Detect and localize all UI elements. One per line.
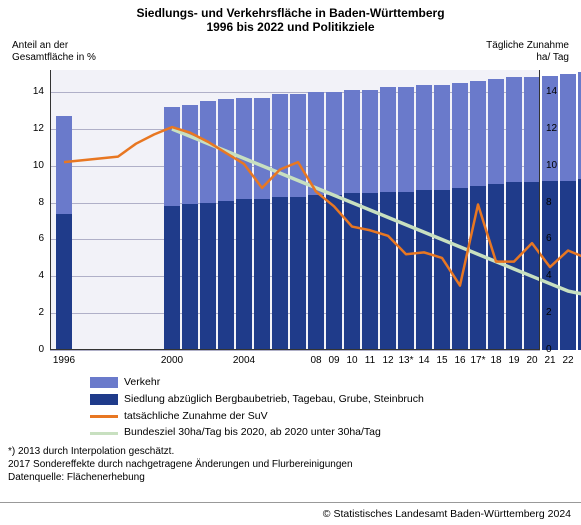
chart-title: Siedlungs- und Verkehrsfläche in Baden-W… [0, 0, 581, 35]
y-tick-right: 6 [546, 233, 576, 244]
legend-label-bundesziel: Bundesziel 30ha/Tag bis 2020, ab 2020 un… [124, 425, 381, 441]
x-axis [50, 349, 540, 350]
legend-item-siedlung: Siedlung abzüglich Bergbaubetrieb, Tageb… [90, 392, 424, 408]
y-tick-left: 14 [14, 86, 44, 97]
x-tick: 17* [470, 355, 485, 366]
y-tick-left: 12 [14, 123, 44, 134]
plot-area: 0022446688101012121414 [50, 70, 540, 350]
x-tick: 12 [382, 355, 393, 366]
x-tick: 21 [544, 355, 555, 366]
y-axis-left-label: Anteil an der Gesamtfläche in % [12, 40, 96, 64]
y-tick-left: 8 [14, 197, 44, 208]
x-tick: 22 [562, 355, 573, 366]
x-tick: 16 [454, 355, 465, 366]
y-tick-right: 14 [546, 86, 576, 97]
y-tick-right: 12 [546, 123, 576, 134]
x-tick: 09 [328, 355, 339, 366]
x-tick: 2004 [233, 355, 255, 366]
y-axis-left [50, 70, 51, 350]
x-tick: 18 [490, 355, 501, 366]
x-tick: 15 [436, 355, 447, 366]
legend-label-verkehr: Verkehr [124, 375, 160, 391]
x-tick: 10 [346, 355, 357, 366]
legend-swatch-verkehr [90, 377, 118, 388]
y-axis-right [539, 70, 540, 350]
title-line2: 1996 bis 2022 und Politikziele [206, 20, 374, 34]
x-tick: 13* [398, 355, 413, 366]
legend-swatch-siedlung [90, 394, 118, 405]
y-tick-left: 2 [14, 307, 44, 318]
y-axis-right-label: Tägliche Zunahme ha/ Tag [486, 40, 569, 64]
x-tick: 1996 [53, 355, 75, 366]
legend-item-bundesziel: Bundesziel 30ha/Tag bis 2020, ab 2020 un… [90, 425, 424, 441]
legend-label-siedlung: Siedlung abzüglich Bergbaubetrieb, Tageb… [124, 392, 424, 408]
legend: Verkehr Siedlung abzüglich Bergbaubetrie… [90, 375, 424, 442]
y-tick-left: 10 [14, 160, 44, 171]
y-tick-right: 10 [546, 160, 576, 171]
x-tick: 14 [418, 355, 429, 366]
legend-line-zunahme [90, 415, 118, 418]
y-tick-right: 2 [546, 307, 576, 318]
y-tick-right: 0 [546, 344, 576, 355]
chart-container: Siedlungs- und Verkehrsfläche in Baden-W… [0, 0, 581, 525]
copyright: © Statistisches Landesamt Baden-Württemb… [0, 502, 581, 525]
y-tick-left: 0 [14, 344, 44, 355]
title-line1: Siedlungs- und Verkehrsfläche in Baden-W… [136, 6, 444, 20]
legend-line-bundesziel [90, 432, 118, 435]
legend-label-zunahme: tatsächliche Zunahme der SuV [124, 409, 268, 425]
line-overlay [50, 70, 540, 350]
y-tick-right: 4 [546, 270, 576, 281]
y-tick-left: 4 [14, 270, 44, 281]
x-tick: 19 [508, 355, 519, 366]
y-tick-right: 8 [546, 197, 576, 208]
legend-item-zunahme: tatsächliche Zunahme der SuV [90, 409, 424, 425]
x-tick: 08 [310, 355, 321, 366]
footnote: *) 2013 durch Interpolation geschätzt. 2… [8, 445, 353, 484]
x-tick: 11 [365, 355, 375, 366]
x-tick: 20 [526, 355, 537, 366]
legend-item-verkehr: Verkehr [90, 375, 424, 391]
y-tick-left: 6 [14, 233, 44, 244]
x-tick: 2000 [161, 355, 183, 366]
